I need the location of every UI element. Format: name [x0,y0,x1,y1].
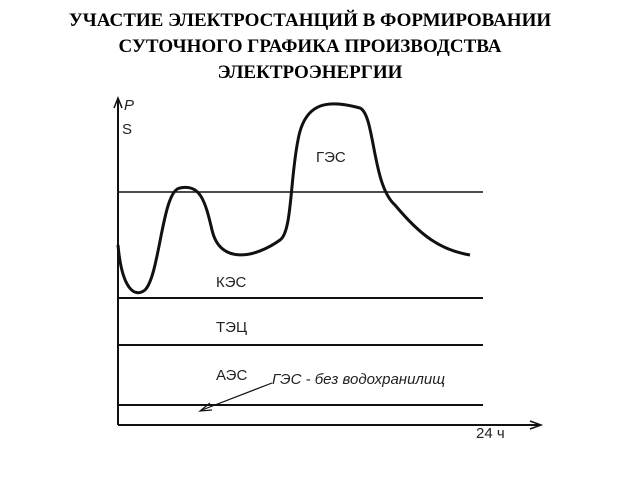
region-label: КЭС [216,274,247,291]
load-curve [116,102,471,295]
region-label: ГЭС [316,149,346,166]
axis-label: 24 ч [476,425,505,442]
axis-label: S [122,121,132,138]
annotation: ГЭС - без водохранилищ [272,371,445,388]
y-arrow [113,95,123,109]
axis-label: P [124,97,134,114]
annotation-arrowhead [198,402,213,412]
title-line: ЭЛЕКТРОЭНЕРГИИ [218,62,403,83]
region-label: ТЭЦ [216,319,247,336]
annotation-arrow [201,382,273,411]
diagram [113,95,544,430]
title-line: УЧАСТИЕ ЭЛЕКТРОСТАНЦИЙ В ФОРМИРОВАНИИ [69,9,552,31]
region-label: АЭС [216,367,247,384]
x-arrow [529,420,544,430]
title-line: СУТОЧНОГО ГРАФИКА ПРОИЗВОДСТВА [119,36,502,57]
